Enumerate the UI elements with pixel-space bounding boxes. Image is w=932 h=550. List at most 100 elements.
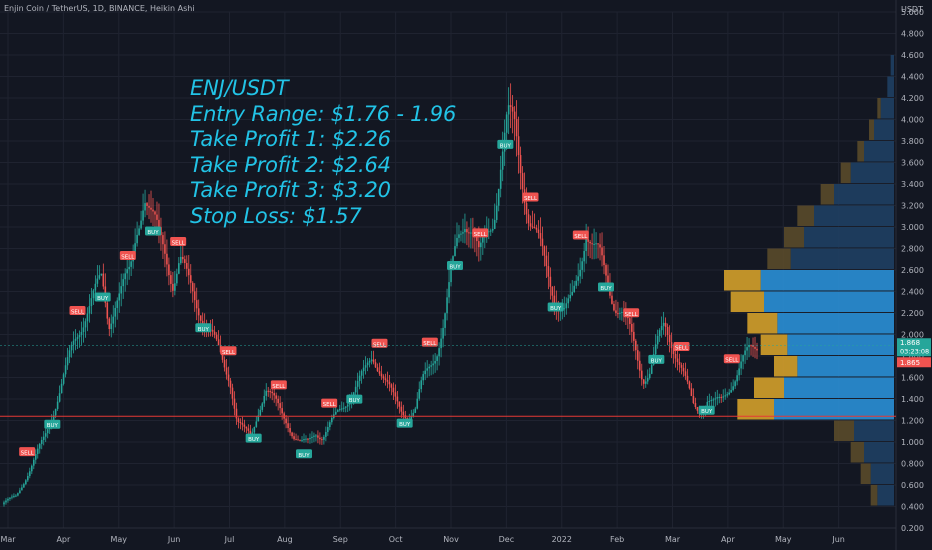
candle-body <box>215 334 218 340</box>
volume-profile-bar-up <box>870 463 894 484</box>
candle-body <box>307 438 309 440</box>
volume-profile-bar-down <box>737 399 774 420</box>
candle-body <box>201 320 204 325</box>
candle-body <box>334 411 337 415</box>
signal-label-text: BUY <box>147 230 159 236</box>
candle-body <box>670 342 673 349</box>
candle-body <box>680 364 683 368</box>
candle-body <box>199 315 202 321</box>
x-tick-label: Dec <box>499 535 514 544</box>
candle-body <box>593 243 595 245</box>
candle-body <box>374 362 377 368</box>
signal-label-bg <box>346 394 363 404</box>
annotation-line-tp1: Take Profit 1: $2.26 <box>190 127 391 151</box>
candle-body <box>738 368 740 376</box>
x-tick-label: Nov <box>443 535 459 544</box>
signal-label-text: SELL <box>675 345 689 351</box>
signal-label-bg <box>598 282 614 292</box>
candle-body <box>607 275 609 287</box>
candle-body <box>734 381 736 387</box>
signal-label-text: SELL <box>373 342 387 348</box>
sell-signal: SELL <box>119 250 136 260</box>
candle-body <box>122 279 124 287</box>
candle-body <box>9 497 11 499</box>
volume-profile-bar-down <box>850 442 864 463</box>
signal-label-text: SELL <box>71 309 85 315</box>
candle-body <box>692 395 695 404</box>
close-price-value: 1.865 <box>900 359 920 367</box>
candle-body <box>716 397 719 399</box>
candle-body <box>412 412 415 417</box>
candle-body <box>19 490 21 494</box>
candle-body <box>372 359 375 363</box>
candle-body <box>642 379 645 384</box>
volume-profile-bar-down <box>869 119 874 140</box>
buy-signal: BUY <box>145 226 161 236</box>
candle-body <box>583 250 585 262</box>
y-tick-label: 2.000 <box>901 331 924 340</box>
signal-label-bg <box>396 418 413 428</box>
candle-body <box>40 439 43 444</box>
signal-label-text: BUY <box>97 296 109 302</box>
candle-body <box>658 330 661 336</box>
candle-body <box>44 433 47 437</box>
candle-body <box>319 437 321 440</box>
candle-body <box>66 357 69 366</box>
candle-body <box>76 337 79 339</box>
candle-body <box>54 408 57 416</box>
signal-label-bg <box>371 338 388 348</box>
candle-body <box>416 398 419 409</box>
candle-body <box>239 421 242 424</box>
candle-body <box>354 386 357 393</box>
candle-body <box>338 409 341 411</box>
candle-body <box>82 327 85 332</box>
candle-body <box>589 241 591 244</box>
candle-body <box>217 339 220 346</box>
candle-body <box>263 395 266 404</box>
candle-body <box>124 273 126 280</box>
volume-profile-bar-up <box>864 141 894 162</box>
candle-body <box>724 395 727 397</box>
y-tick-label: 1.600 <box>901 374 924 383</box>
candle-body <box>497 188 500 206</box>
candle-body <box>499 169 502 189</box>
signal-label-bg <box>94 292 111 302</box>
x-tick-label: Mar <box>665 535 681 544</box>
candle-body <box>390 384 393 388</box>
signal-label-bg <box>723 354 740 364</box>
candle-body <box>581 261 583 270</box>
candle-body <box>84 321 87 328</box>
candle-body <box>615 310 617 314</box>
candle-body <box>25 480 27 485</box>
candle-body <box>384 378 387 380</box>
candle-body <box>106 302 109 319</box>
volume-profile-bar-down <box>774 356 798 377</box>
candle-body <box>233 398 236 409</box>
candle-body <box>694 403 697 407</box>
candle-body <box>156 214 158 220</box>
volume-profile-bar-down <box>870 485 878 506</box>
candle-body <box>398 401 401 407</box>
buy-signal: BUY <box>396 418 413 428</box>
annotation-line-pair: ENJ/USDT <box>190 76 289 100</box>
candle-body <box>78 335 81 338</box>
signal-label-bg <box>447 260 463 270</box>
candle-body <box>573 285 576 293</box>
candle-body <box>62 374 65 384</box>
signal-label-bg <box>497 139 514 149</box>
signal-label-text: BUY <box>298 453 310 459</box>
candle-body <box>241 423 244 425</box>
candle-body <box>297 439 299 441</box>
candle-body <box>501 151 504 170</box>
candle-body <box>505 114 508 133</box>
candle-body <box>301 440 303 442</box>
volume-profile-bar-up <box>790 248 894 269</box>
candle-body <box>227 374 230 381</box>
signal-label-text: BUY <box>651 358 663 364</box>
candle-body <box>366 362 369 366</box>
x-tick-label: Aug <box>277 535 293 544</box>
candle-body <box>136 234 138 244</box>
volume-profile-bar-down <box>834 420 854 441</box>
buy-signal: BUY <box>296 449 312 459</box>
